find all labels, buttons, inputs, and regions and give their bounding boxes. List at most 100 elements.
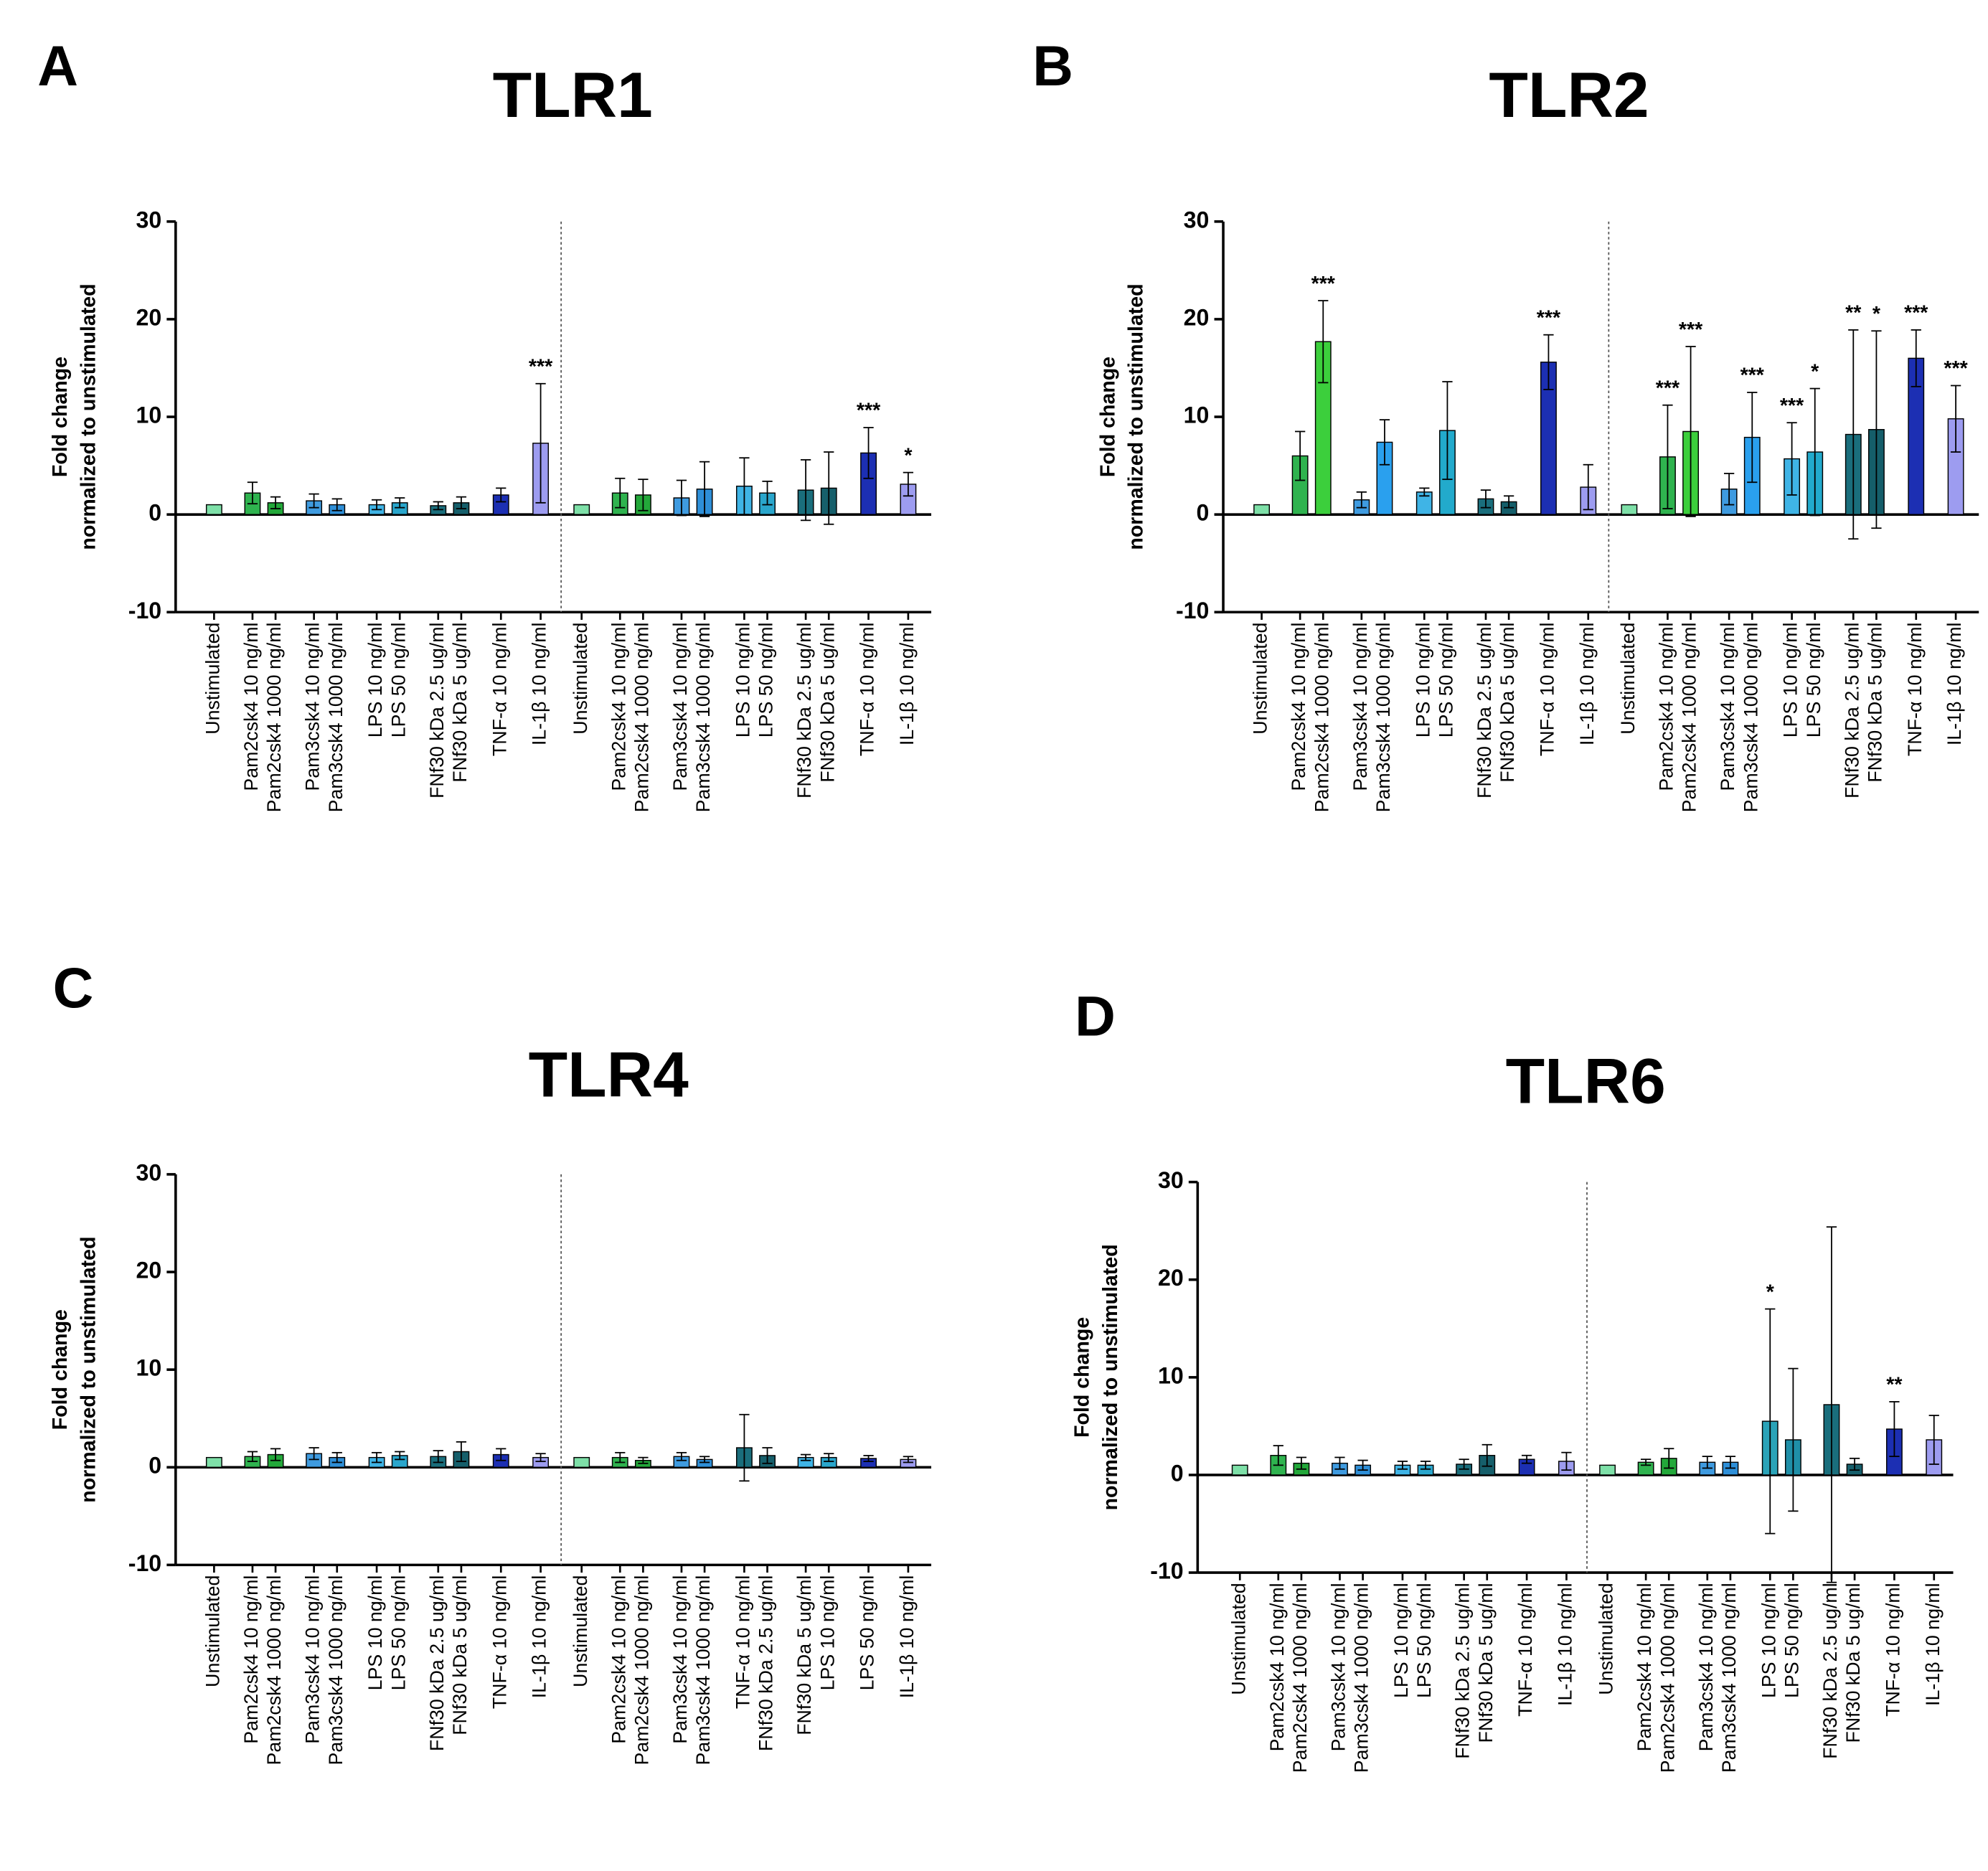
- x-tick-label: LPS 50 ng/ml: [857, 1575, 878, 1691]
- x-tick-label: Pam2csk4 1000 ng/ml: [263, 623, 285, 813]
- x-tick-label: Pam2csk4 10 ng/ml: [240, 1575, 262, 1744]
- bar: [1621, 504, 1638, 515]
- x-tick-label: LPS 50 ng/ml: [755, 623, 777, 738]
- x-tick-label: Unstimulated: [570, 1575, 591, 1687]
- x-tick-label: TNF-α 10 ng/ml: [489, 1575, 510, 1710]
- y-tick-label: 20: [1158, 1265, 1184, 1291]
- x-tick-label: Pam2csk4 1000 ng/ml: [631, 1575, 652, 1766]
- y-tick-label: 20: [136, 304, 161, 330]
- y-axis-label: Fold change: [49, 1309, 72, 1430]
- x-tick-label: Pam3csk4 1000 ng/ml: [325, 623, 347, 813]
- x-tick-label: Pam2csk4 10 ng/ml: [1288, 623, 1309, 791]
- y-axis-label: normalized to unstimulated: [77, 283, 100, 550]
- x-tick-label: Pam3csk4 1000 ng/ml: [1718, 1583, 1740, 1773]
- x-tick-label: Pam3csk4 10 ng/ml: [1717, 623, 1738, 791]
- x-tick-label: Pam2csk4 1000 ng/ml: [1311, 623, 1332, 813]
- x-tick-label: Pam2csk4 1000 ng/ml: [631, 623, 652, 813]
- x-tick-label: Pam3csk4 10 ng/ml: [669, 623, 691, 791]
- x-tick-label: IL-1β 10 ng/ml: [896, 1575, 918, 1699]
- x-tick-label: LPS 50 ng/ml: [387, 623, 409, 738]
- x-tick-label: Unstimulated: [570, 623, 591, 735]
- x-tick-label: Pam3csk4 1000 ng/ml: [325, 1575, 347, 1766]
- x-tick-label: Pam2csk4 10 ng/ml: [1656, 623, 1677, 791]
- x-tick-label: FNf30 kDa 5 ug/ml: [1475, 1583, 1497, 1743]
- panel: B TLR2 Fold change normalized to unstimulat…: [1032, 34, 1979, 812]
- significance: ***: [1311, 273, 1336, 296]
- x-tick-label: TNF-α 10 ng/ml: [1514, 1583, 1536, 1717]
- x-tick-label: Pam2csk4 10 ng/ml: [608, 1575, 629, 1744]
- bar: [1253, 504, 1271, 515]
- x-tick-label: LPS 50 ng/ml: [1435, 623, 1456, 738]
- y-tick-label: 0: [1171, 1460, 1184, 1486]
- x-tick-label: FNf30 kDa 2.5 ug/ml: [793, 623, 815, 798]
- y-tick-label: 0: [1197, 500, 1210, 526]
- y-tick-label: 30: [136, 1159, 161, 1185]
- y-axis-label: normalized to unstimulated: [1125, 283, 1148, 550]
- bar: [1231, 1464, 1248, 1476]
- y-tick-label: 30: [1158, 1167, 1184, 1193]
- x-tick-label: LPS 10 ng/ml: [816, 1575, 838, 1691]
- x-tick-label: LPS 10 ng/ml: [732, 623, 753, 738]
- bar: [205, 1456, 222, 1468]
- x-tick-label: Unstimulated: [1596, 1583, 1617, 1695]
- significance: ***: [1537, 306, 1561, 329]
- x-tick-label: Pam2csk4 1000 ng/ml: [1657, 1583, 1678, 1773]
- x-tick-label: FNf30 kDa 5 ug/ml: [1497, 623, 1518, 783]
- bar: [205, 504, 222, 515]
- x-tick-label: Pam2csk4 1000 ng/ml: [1679, 623, 1700, 813]
- x-tick-label: FNf30 kDa 2.5 ug/ml: [1452, 1583, 1474, 1758]
- x-tick-label: FNf30 kDa 5 ug/ml: [449, 1575, 471, 1735]
- significance: ***: [1679, 319, 1703, 341]
- x-tick-label: IL-1β 10 ng/ml: [1922, 1583, 1944, 1706]
- x-tick-label: Unstimulated: [202, 623, 223, 735]
- y-axis-label: Fold change: [1096, 357, 1119, 477]
- x-tick-label: FNf30 kDa 2.5 ug/ml: [1819, 1583, 1841, 1758]
- y-axis-label: normalized to unstimulated: [1099, 1244, 1122, 1510]
- x-tick-label: TNF-α 10 ng/ml: [732, 1575, 753, 1710]
- significance: *: [1766, 1281, 1775, 1304]
- significance: **: [1845, 302, 1862, 325]
- y-axis-label: Fold change: [49, 357, 72, 477]
- x-tick-label: Pam3csk4 10 ng/ml: [302, 1575, 324, 1744]
- x-tick-label: IL-1β 10 ng/ml: [529, 1575, 550, 1699]
- x-tick-label: TNF-α 10 ng/ml: [1882, 1583, 1903, 1717]
- x-tick-label: LPS 50 ng/ml: [1781, 1583, 1802, 1698]
- bar: [573, 504, 590, 515]
- x-tick-label: FNf30 kDa 2.5 ug/ml: [426, 1575, 448, 1751]
- x-tick-label: Pam3csk4 1000 ng/ml: [692, 1575, 714, 1766]
- y-tick-label: 20: [136, 1258, 161, 1283]
- y-tick-label: 10: [1158, 1362, 1184, 1388]
- x-tick-label: FNf30 kDa 2.5 ug/ml: [1474, 623, 1495, 798]
- y-tick-label: -10: [1176, 598, 1209, 623]
- significance: ***: [1656, 377, 1680, 400]
- x-tick-label: LPS 10 ng/ml: [1390, 1583, 1412, 1698]
- significance: ***: [1904, 302, 1928, 325]
- x-tick-label: IL-1β 10 ng/ml: [1576, 623, 1598, 746]
- x-tick-label: LPS 10 ng/ml: [1758, 1583, 1779, 1698]
- significance: ***: [857, 400, 881, 423]
- x-tick-label: Pam3csk4 10 ng/ml: [302, 623, 324, 791]
- x-tick-label: Pam2csk4 1000 ng/ml: [1289, 1583, 1311, 1773]
- y-tick-label: -10: [128, 1550, 161, 1576]
- panel-letter: B: [1032, 34, 1073, 98]
- chart-title: TLR2: [1489, 59, 1649, 131]
- x-tick-label: FNf30 kDa 2.5 ug/ml: [426, 623, 448, 798]
- y-tick-label: 10: [136, 402, 161, 428]
- x-tick-label: Unstimulated: [1617, 623, 1639, 735]
- panel-letter: A: [37, 34, 78, 98]
- bar: [573, 1456, 590, 1468]
- x-tick-label: Pam3csk4 1000 ng/ml: [1351, 1583, 1372, 1773]
- y-axis-label: Fold change: [1071, 1317, 1094, 1438]
- x-tick-label: FNf30 kDa 5 ug/ml: [816, 623, 838, 783]
- x-tick-label: FNf30 kDa 2.5 ug/ml: [1841, 623, 1862, 798]
- x-tick-label: FNf30 kDa 2.5 ug/ml: [755, 1575, 777, 1751]
- x-tick-label: FNf30 kDa 5 ug/ml: [793, 1575, 815, 1735]
- y-tick-label: 0: [149, 500, 161, 526]
- significance: ***: [1780, 395, 1804, 418]
- x-tick-label: LPS 50 ng/ml: [1803, 623, 1824, 738]
- x-tick-label: IL-1β 10 ng/ml: [896, 623, 918, 746]
- x-tick-label: Pam2csk4 10 ng/ml: [1266, 1583, 1288, 1751]
- x-tick-label: TNF-α 10 ng/ml: [857, 623, 878, 757]
